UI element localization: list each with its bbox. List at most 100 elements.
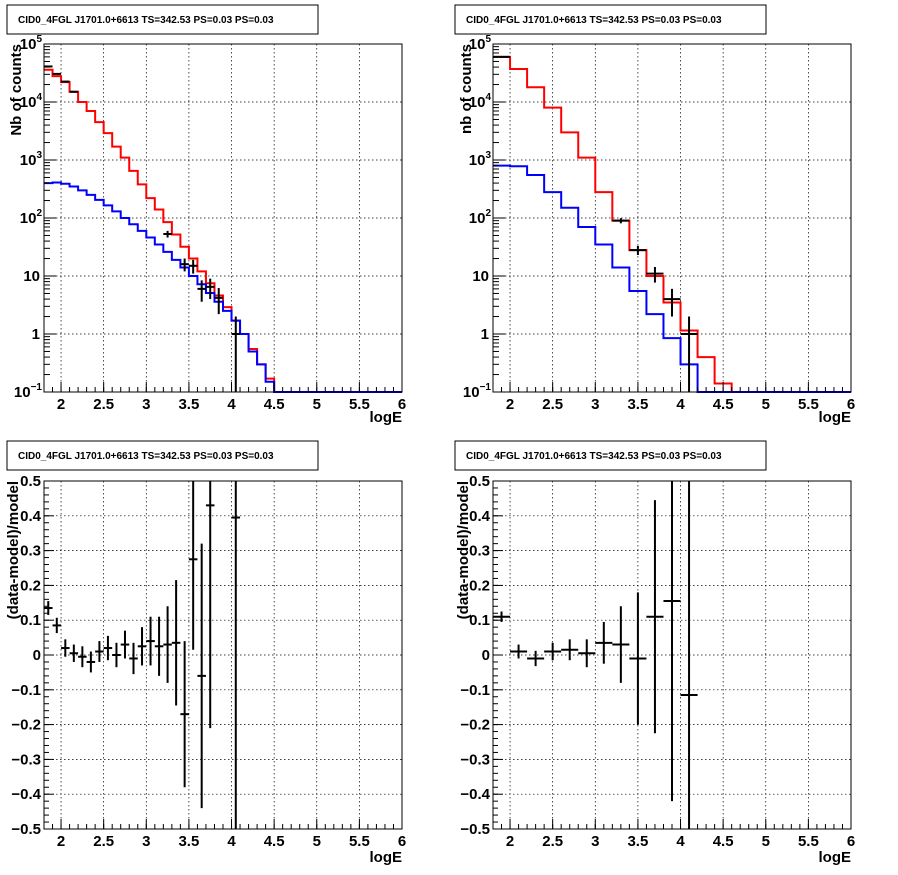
spectrum-panel-left: CID0_4FGL J1701.0+6613 TS=342.53 PS=0.03… bbox=[6, 4, 406, 426]
data-point bbox=[205, 278, 215, 300]
y-tick-label: 102 bbox=[20, 208, 43, 227]
y-tick-label: 105 bbox=[469, 34, 492, 53]
y-tick-base: 10 bbox=[469, 152, 486, 169]
y-tick-label: 0.3 bbox=[20, 543, 41, 560]
x-tick-label: 3.5 bbox=[627, 396, 648, 413]
blue-model-histogram bbox=[493, 164, 851, 393]
y-tick-base: 10 bbox=[20, 36, 37, 53]
y-tick-base: 10 bbox=[14, 384, 31, 401]
data-point bbox=[629, 592, 647, 725]
data-point bbox=[129, 642, 138, 675]
y-tick-label: 0 bbox=[482, 647, 490, 664]
data-point bbox=[612, 218, 630, 224]
x-tick-label: 4.5 bbox=[713, 833, 734, 850]
y-tick-exponent: 4 bbox=[36, 92, 42, 103]
y-tick-base: 10 bbox=[20, 210, 37, 227]
x-tick-label: 4.5 bbox=[713, 396, 734, 413]
axis-ticks bbox=[492, 480, 852, 830]
data-point bbox=[595, 621, 613, 664]
data-point bbox=[69, 644, 79, 662]
data-point bbox=[163, 606, 172, 683]
y-tick-base: 1 bbox=[32, 326, 40, 343]
data-point bbox=[646, 266, 664, 283]
y-tick-label: 10 bbox=[23, 268, 40, 285]
y-tick-label: 10−1 bbox=[463, 382, 492, 401]
x-tick-label: 5.5 bbox=[798, 396, 819, 413]
x-tick-label: 2 bbox=[506, 833, 514, 850]
plot-area bbox=[493, 481, 698, 829]
data-point bbox=[680, 481, 698, 829]
x-tick-label: 6 bbox=[398, 833, 406, 850]
x-tick-label: 3.5 bbox=[178, 833, 199, 850]
x-tick-label: 4 bbox=[227, 833, 236, 850]
data-point bbox=[188, 481, 198, 650]
y-tick-label: 0.5 bbox=[20, 473, 41, 490]
x-tick-label: 6 bbox=[398, 396, 406, 413]
red-model-histogram bbox=[44, 68, 402, 393]
x-tick-label: 5 bbox=[762, 833, 770, 850]
x-tick-label: 5.5 bbox=[349, 833, 370, 850]
data-point bbox=[163, 230, 172, 238]
x-tick-label: 4 bbox=[676, 833, 685, 850]
data-point bbox=[95, 641, 104, 662]
y-tick-label: 0.2 bbox=[20, 577, 41, 594]
y-tick-label: 0.1 bbox=[20, 612, 41, 629]
data-point bbox=[180, 258, 189, 272]
axis-ticks bbox=[43, 480, 403, 830]
data-point bbox=[197, 543, 206, 809]
data-point bbox=[78, 646, 87, 668]
y-axis-title: (data-model)/model bbox=[5, 481, 22, 619]
x-tick-label: 6 bbox=[847, 396, 855, 413]
x-tick-label: 3 bbox=[591, 396, 599, 413]
data-point bbox=[86, 651, 96, 673]
y-tick-label: 105 bbox=[20, 34, 43, 53]
x-tick-label: 4 bbox=[676, 396, 685, 413]
data-point bbox=[544, 642, 562, 661]
y-tick-exponent: 5 bbox=[36, 34, 42, 45]
x-tick-label: 3 bbox=[142, 396, 150, 413]
data-point bbox=[154, 616, 164, 676]
y-tick-exponent: 3 bbox=[485, 150, 491, 161]
x-axis-title: logE bbox=[370, 849, 403, 866]
data-point bbox=[120, 630, 130, 659]
y-tick-label: 0.4 bbox=[469, 508, 491, 525]
data-point bbox=[527, 650, 545, 667]
x-tick-label: 3 bbox=[142, 833, 150, 850]
data-point bbox=[171, 580, 181, 706]
x-tick-label: 2 bbox=[506, 396, 514, 413]
x-tick-label: 3 bbox=[591, 833, 599, 850]
title-box bbox=[6, 4, 319, 35]
y-tick-label: −0.1 bbox=[460, 682, 490, 699]
y-tick-exponent: 3 bbox=[36, 150, 42, 161]
x-tick-label: 2 bbox=[57, 396, 65, 413]
y-tick-label: −0.1 bbox=[11, 682, 41, 699]
y-tick-label: 103 bbox=[469, 150, 492, 169]
y-tick-label: 1 bbox=[32, 326, 40, 343]
x-tick-label: 5 bbox=[313, 833, 321, 850]
y-tick-label: 0.1 bbox=[469, 612, 490, 629]
plot-area bbox=[493, 55, 851, 393]
y-tick-label: 0.3 bbox=[469, 543, 490, 560]
blue-model-histogram bbox=[44, 181, 402, 393]
y-tick-label: −0.2 bbox=[11, 717, 41, 734]
axis-ticks bbox=[492, 43, 852, 393]
axis-ticks bbox=[43, 43, 403, 393]
grid bbox=[44, 44, 402, 392]
panel-title: CID0_4FGL J1701.0+6613 TS=342.53 PS=0.03… bbox=[18, 451, 274, 462]
y-tick-base: 10 bbox=[20, 152, 37, 169]
x-tick-label: 2 bbox=[57, 833, 65, 850]
data-point bbox=[103, 635, 113, 661]
y-tick-label: 1 bbox=[481, 326, 489, 343]
data-point bbox=[629, 245, 647, 256]
y-tick-label: 0.4 bbox=[20, 508, 42, 525]
x-tick-label: 5.5 bbox=[798, 833, 819, 850]
data-point bbox=[680, 316, 698, 392]
y-tick-exponent: 4 bbox=[485, 92, 491, 103]
red-model-histogram bbox=[493, 55, 851, 393]
panel-title: CID0_4FGL J1701.0+6613 TS=342.53 PS=0.03… bbox=[466, 451, 722, 462]
x-tick-label: 5.5 bbox=[349, 396, 370, 413]
x-tick-label: 3.5 bbox=[627, 833, 648, 850]
x-tick-label: 4.5 bbox=[264, 396, 285, 413]
